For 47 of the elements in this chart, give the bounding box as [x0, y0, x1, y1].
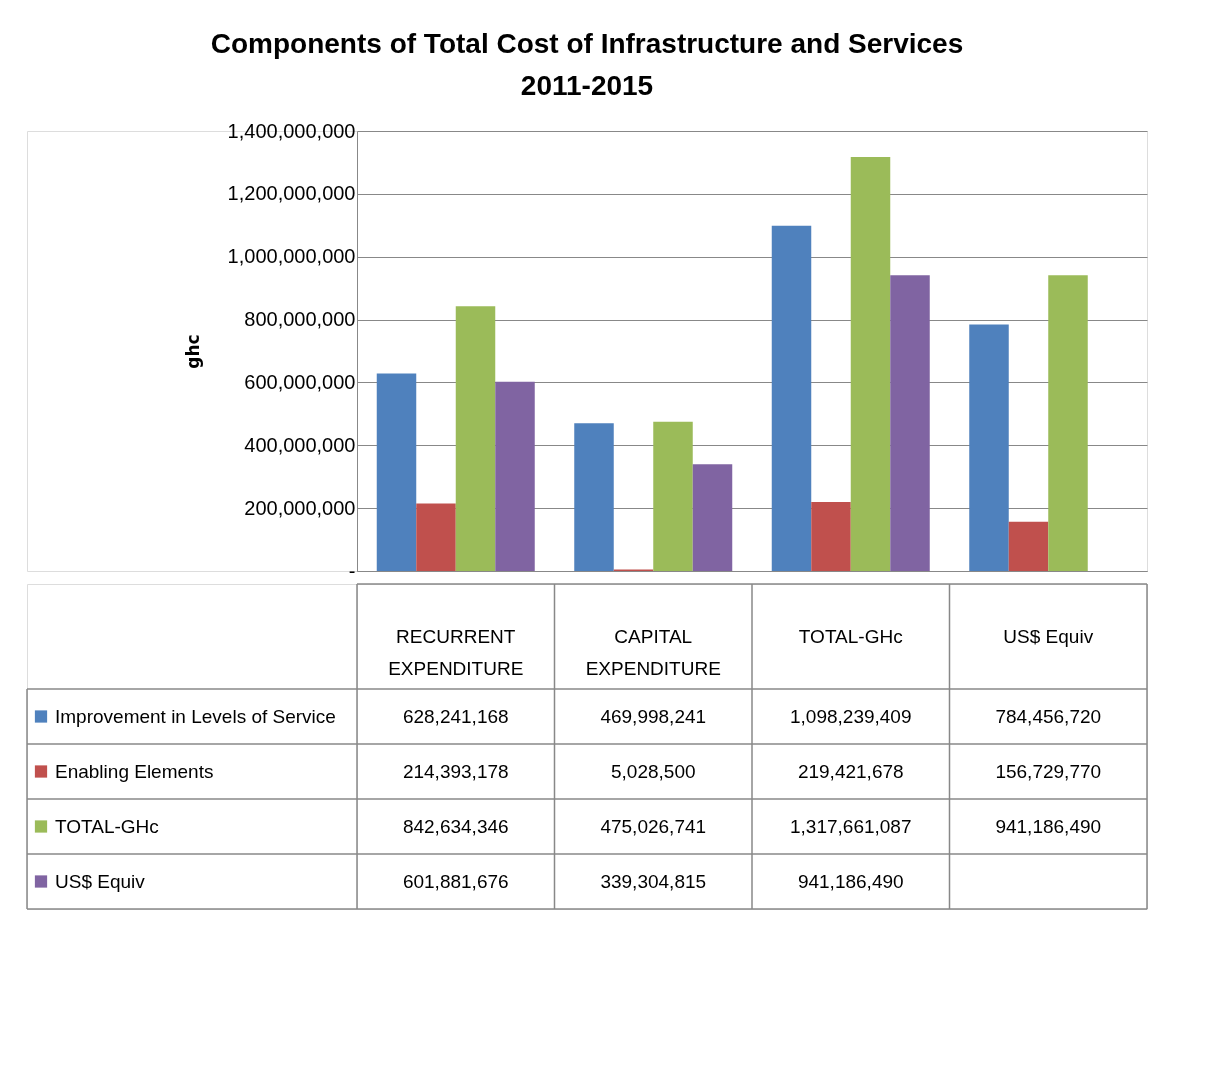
chart-title: Components of Total Cost of Infrastructure and Services 2011-2015 [210, 27, 964, 101]
y-tick-label: 800,000,000 [244, 308, 356, 331]
bar [376, 373, 417, 571]
x-tick-label: TOTAL-GHc [798, 625, 903, 647]
data-label: 601,881,676 [402, 870, 509, 892]
y-tick-label: 600,000,000 [244, 370, 356, 393]
data-label: 628,241,168 [402, 705, 509, 727]
legend-label: TOTAL-GHc [55, 815, 159, 837]
data-label: 219,421,678 [797, 760, 904, 782]
data-label: 1,317,661,087 [789, 815, 912, 837]
y-tick-label: 1,400,000,000 [227, 119, 356, 142]
data-label: 784,456,720 [995, 705, 1102, 727]
data-label: 475,026,741 [600, 815, 707, 837]
legend-label: Improvement in Levels of Service [55, 705, 336, 727]
x-tick-label: CAPITAL EXPENDITURE [585, 625, 721, 679]
y-tick-label: 1,200,000,000 [227, 182, 356, 205]
y-axis-title: ghc [182, 334, 203, 369]
bar [653, 421, 693, 571]
bar [692, 464, 733, 571]
x-tick-label: RECURRENT EXPENDITURE [388, 625, 524, 679]
bar [574, 423, 614, 571]
x-tick-label: US$ Equiv [1003, 625, 1094, 647]
data-label: 1,098,239,409 [789, 705, 912, 727]
data-label: 214,393,178 [402, 760, 509, 782]
bar [1048, 275, 1088, 571]
bar [850, 156, 891, 571]
bar [495, 381, 535, 571]
bar [455, 306, 496, 571]
data-label: 156,729,770 [995, 760, 1102, 782]
data-label: 842,634,346 [402, 815, 509, 837]
y-tick-label: - [348, 559, 356, 582]
legend-label: US$ Equiv [55, 870, 146, 892]
data-label: 941,186,490 [995, 815, 1102, 837]
bar [811, 502, 851, 571]
y-tick-label: 400,000,000 [244, 433, 356, 456]
bar [1008, 521, 1049, 571]
legend-label: Enabling Elements [55, 760, 214, 782]
bar [969, 324, 1009, 571]
data-label: 941,186,490 [797, 870, 904, 892]
data-label: 469,998,241 [600, 705, 707, 727]
y-tick-label: 1,000,000,000 [227, 245, 356, 268]
bar [771, 225, 812, 571]
y-tick-label: 200,000,000 [244, 496, 356, 519]
data-label: 5,028,500 [610, 760, 696, 782]
data-label: 339,304,815 [600, 870, 707, 892]
bar [890, 275, 930, 571]
bar [416, 503, 456, 571]
